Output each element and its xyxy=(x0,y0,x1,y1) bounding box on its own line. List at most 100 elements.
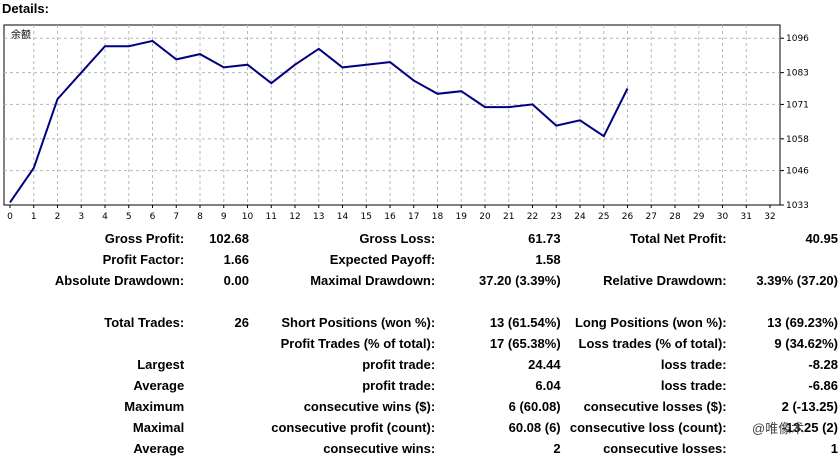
absolute-drawdown-label: Absolute Drawdown: xyxy=(54,273,185,288)
average-consecutive-losses-value: 1 xyxy=(830,441,838,456)
balance-series-line xyxy=(9,39,629,203)
largest-loss-value: -8.28 xyxy=(808,357,838,372)
average-loss-value: -6.86 xyxy=(808,378,838,393)
x-tick-label: 16 xyxy=(384,212,396,222)
x-tick-label: 11 xyxy=(266,212,277,222)
x-tick-label: 25 xyxy=(598,212,609,222)
stats-row: Total Trades: 26 Short Positions (won %)… xyxy=(0,312,840,333)
x-tick-label: 19 xyxy=(456,212,468,222)
maximal-profit-label: consecutive profit (count): xyxy=(271,420,436,435)
profit-trades-label: Profit Trades (% of total): xyxy=(280,336,436,351)
long-positions-label: Long Positions (won %): xyxy=(574,315,727,330)
x-tick-label: 12 xyxy=(289,212,300,222)
loss-trades-value: 9 (34.62%) xyxy=(774,336,838,351)
stats-row: Absolute Drawdown: 0.00 Maximal Drawdown… xyxy=(0,270,840,291)
y-tick-label: 1083 xyxy=(786,69,809,79)
maximal-label: Maximal xyxy=(132,420,185,435)
profit-factor-value: 1.66 xyxy=(223,252,249,267)
absolute-drawdown-value: 0.00 xyxy=(223,273,249,288)
x-tick-label: 15 xyxy=(361,212,372,222)
gross-loss-label: Gross Loss: xyxy=(359,231,436,246)
stats-row: Largest profit trade: 24.44 loss trade: … xyxy=(0,354,840,375)
maximal-profit-value: 60.08 (6) xyxy=(508,420,561,435)
stats-row: Maximum consecutive wins ($): 6 (60.08) … xyxy=(0,396,840,417)
details-title: Details: xyxy=(2,1,49,16)
gross-loss-value: 61.73 xyxy=(528,231,561,246)
average-profit-label: profit trade: xyxy=(362,378,436,393)
maximal-drawdown-value: 37.20 (3.39%) xyxy=(478,273,561,288)
maximal-drawdown-label: Maximal Drawdown: xyxy=(310,273,436,288)
largest-profit-label: profit trade: xyxy=(362,357,436,372)
x-tick-label: 28 xyxy=(669,212,681,222)
total-net-profit-value: 40.95 xyxy=(805,231,838,246)
x-tick-label: 0 xyxy=(7,212,13,222)
total-net-profit-label: Total Net Profit: xyxy=(630,231,727,246)
y-tick-label: 1033 xyxy=(786,201,809,211)
x-tick-label: 14 xyxy=(337,212,349,222)
long-positions-value: 13 (69.23%) xyxy=(767,315,838,330)
stats-spacer xyxy=(0,291,840,312)
plot-area xyxy=(3,24,781,206)
total-trades-value: 26 xyxy=(234,315,249,330)
y-axis-ticks: 1033 1046 1058 1071 1083 1096 xyxy=(780,34,809,211)
average-consecutive-wins-label: consecutive wins: xyxy=(323,441,436,456)
total-trades-label: Total Trades: xyxy=(104,315,185,330)
relative-drawdown-label: Relative Drawdown: xyxy=(603,273,727,288)
watermark: @唯像术 xyxy=(752,421,805,436)
short-positions-label: Short Positions (won %): xyxy=(281,315,436,330)
x-tick-label: 8 xyxy=(197,212,203,222)
x-tick-label: 24 xyxy=(574,212,586,222)
maximum-wins-label: consecutive wins ($): xyxy=(303,399,436,414)
x-tick-label: 13 xyxy=(313,212,324,222)
chart-title: 余额 xyxy=(11,28,31,41)
x-tick-label: 5 xyxy=(126,212,132,222)
maximum-wins-value: 6 (60.08) xyxy=(508,399,561,414)
grid-lines xyxy=(4,25,780,205)
stats-row: Gross Profit: 102.68 Gross Loss: 61.73 T… xyxy=(0,228,840,249)
x-tick-label: 9 xyxy=(221,212,227,222)
profit-trades-value: 17 (65.38%) xyxy=(489,336,561,351)
loss-trades-label: Loss trades (% of total): xyxy=(578,336,727,351)
y-tick-label: 1046 xyxy=(786,167,809,177)
maximum-label: Maximum xyxy=(124,399,185,414)
x-tick-label: 1 xyxy=(31,212,37,222)
x-tick-label: 32 xyxy=(764,212,775,222)
stats-row: Maximal consecutive profit (count): 60.0… xyxy=(0,417,840,438)
stats-row: Profit Trades (% of total): 17 (65.38%) … xyxy=(0,333,840,354)
x-tick-label: 21 xyxy=(503,212,514,222)
x-tick-label: 20 xyxy=(479,212,491,222)
average-consecutive-losses-label: consecutive losses: xyxy=(603,441,727,456)
average-consecutive-wins-value: 2 xyxy=(553,441,561,456)
x-axis-ticks: 0 1 2 3 4 5 6 7 8 9 10 11 12 13 14 15 16 17 18 19 20 21 22 23 24… xyxy=(7,205,776,222)
stats-row: Profit Factor: 1.66 Expected Payoff: 1.5… xyxy=(0,249,840,270)
x-tick-label: 23 xyxy=(551,212,562,222)
maximum-losses-label: consecutive losses ($): xyxy=(583,399,727,414)
average-label: Average xyxy=(133,378,185,393)
expected-payoff-label: Expected Payoff: xyxy=(329,252,436,267)
expected-payoff-value: 1.58 xyxy=(535,252,561,267)
x-tick-label: 31 xyxy=(741,212,752,222)
y-tick-label: 1071 xyxy=(786,100,809,110)
x-tick-label: 22 xyxy=(527,212,538,222)
x-tick-label: 6 xyxy=(150,212,156,222)
x-tick-label: 10 xyxy=(242,212,254,222)
x-tick-label: 29 xyxy=(693,212,705,222)
x-tick-label: 2 xyxy=(55,212,61,222)
y-tick-label: 1058 xyxy=(786,135,809,145)
relative-drawdown-value: 3.39% (37.20) xyxy=(756,273,838,288)
x-tick-label: 18 xyxy=(432,212,444,222)
largest-profit-value: 24.44 xyxy=(528,357,561,372)
x-tick-label: 27 xyxy=(646,212,657,222)
maximum-losses-value: 2 (-13.25) xyxy=(781,399,838,414)
statistics-table: Gross Profit: 102.68 Gross Loss: 61.73 T… xyxy=(0,228,840,459)
balance-chart: 0 1 2 3 4 5 6 7 8 9 10 11 12 13 14 15 16 17 18 19 20 21 22 23 24… xyxy=(3,24,809,222)
largest-label: Largest xyxy=(137,357,185,372)
average-consecutive-label: Average xyxy=(133,441,185,456)
x-tick-label: 4 xyxy=(102,212,108,222)
average-profit-value: 6.04 xyxy=(535,378,561,393)
gross-profit-value: 102.68 xyxy=(209,231,249,246)
x-tick-label: 17 xyxy=(408,212,419,222)
average-loss-label: loss trade: xyxy=(660,378,727,393)
y-tick-label: 1096 xyxy=(786,34,809,44)
stats-row: Average profit trade: 6.04 loss trade: -… xyxy=(0,375,840,396)
